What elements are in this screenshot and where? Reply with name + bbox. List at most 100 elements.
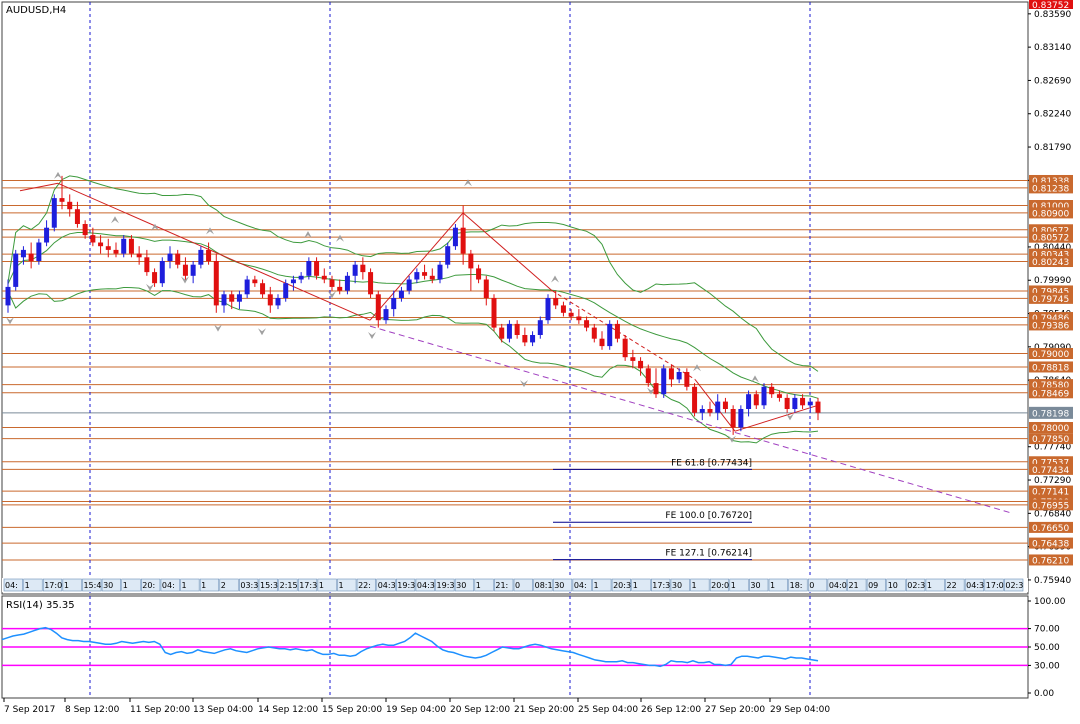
time-label: 04:00 — [829, 581, 852, 590]
candle — [391, 290, 397, 317]
candle — [468, 249, 474, 291]
candle — [483, 275, 489, 306]
level-price-label: 0.79000 — [1032, 350, 1069, 360]
time-label-box — [984, 578, 1004, 592]
level-price-label: 0.78580 — [1032, 381, 1069, 391]
level-price-box — [1029, 456, 1073, 468]
candle — [545, 294, 551, 324]
candle-body — [329, 279, 335, 287]
fractal-down-icon — [786, 413, 794, 421]
time-label: 17:30 — [299, 581, 322, 590]
candle — [337, 279, 343, 295]
upper-band — [7, 175, 819, 372]
level-price-label: 0.76438 — [1032, 540, 1069, 550]
candle-body — [668, 368, 674, 380]
candle-body — [738, 409, 744, 428]
candle-body — [82, 224, 88, 236]
candle — [506, 320, 512, 343]
time-label-box — [42, 578, 63, 592]
level-price-box — [1029, 361, 1073, 373]
time-label-box — [82, 578, 102, 592]
time-label: 30 — [554, 581, 564, 590]
time-label: 17:00 — [44, 581, 67, 590]
candle-body — [113, 249, 119, 254]
candle — [28, 242, 34, 269]
time-label-box — [239, 578, 259, 592]
candle — [491, 294, 497, 332]
candle-body — [252, 279, 258, 284]
candle-body — [522, 335, 528, 343]
zigzag-line — [19, 182, 59, 192]
price-tick-label: 0.79990 — [1034, 276, 1071, 286]
level-price-label: 0.77434 — [1032, 466, 1069, 476]
level-price-label: 0.78000 — [1032, 424, 1069, 434]
candle-body — [722, 401, 728, 409]
rsi-tick-label: 100.00 — [1034, 597, 1066, 607]
candle — [321, 268, 327, 284]
date-label: 8 Sep 12:00 — [65, 705, 120, 715]
candle — [614, 320, 620, 343]
candle-body — [36, 242, 42, 261]
candle-body — [568, 312, 574, 317]
price-tick-label: 0.75940 — [1034, 576, 1071, 586]
date-label: 14 Sep 12:00 — [258, 705, 318, 715]
candle — [20, 246, 26, 265]
price-tick-label: 0.80440 — [1034, 243, 1071, 253]
candle-body — [661, 368, 667, 395]
candle-body — [267, 294, 273, 306]
time-label: 2:15 — [280, 581, 298, 590]
candle-body — [67, 201, 73, 210]
time-label: 17:30 — [652, 581, 675, 590]
candle-body — [314, 261, 320, 276]
level-price-label: 0.77537 — [1032, 458, 1069, 468]
time-label-box — [651, 578, 671, 592]
time-label-box — [709, 578, 730, 592]
time-label-box — [788, 578, 808, 592]
time-label-box — [62, 578, 82, 592]
time-label: 19:30 — [437, 581, 460, 590]
candle — [44, 220, 50, 247]
candle-body — [298, 275, 304, 280]
candle-body — [614, 323, 620, 339]
candle-body — [144, 257, 150, 273]
level-price-box — [1029, 248, 1073, 260]
price-tick-label: 0.81790 — [1034, 143, 1071, 153]
fractal-up-icon — [336, 234, 344, 242]
candle — [67, 194, 73, 217]
time-label: 04: — [5, 581, 18, 590]
time-label: 15:30 — [260, 581, 283, 590]
date-label: 29 Sep 04:00 — [770, 705, 830, 715]
date-label: 21 Sep 20:00 — [514, 705, 574, 715]
fractal-down-icon — [647, 387, 655, 395]
candle — [591, 323, 597, 343]
level-price-label: 0.80243 — [1032, 258, 1069, 268]
candle — [645, 364, 651, 387]
time-label: 20:00 — [711, 581, 734, 590]
candle-body — [98, 242, 104, 247]
time-label: 09 — [868, 581, 878, 590]
time-label-box — [376, 578, 396, 592]
candle-body — [499, 327, 505, 339]
fractal-down-icon — [6, 317, 14, 325]
candle — [445, 242, 451, 269]
time-label-box — [180, 578, 200, 592]
candle-body — [175, 253, 181, 265]
level-price-box — [1029, 422, 1073, 433]
fractal-down-icon — [181, 276, 189, 284]
fractal-up-icon — [206, 227, 214, 235]
time-label: 1 — [64, 581, 69, 590]
time-label-box — [1004, 578, 1024, 592]
candle — [784, 394, 790, 413]
level-price-box — [1029, 312, 1073, 324]
candle-body — [190, 264, 196, 276]
candle-body — [468, 253, 474, 269]
date-label: 13 Sep 04:00 — [193, 705, 253, 715]
candle-body — [514, 323, 520, 335]
level-price-label: 0.76955 — [1032, 501, 1069, 511]
fractal-down-icon — [368, 332, 376, 339]
candle — [368, 268, 374, 298]
time-label: 08:10 — [535, 581, 558, 590]
candle — [599, 331, 605, 350]
level-price-box — [1029, 379, 1073, 391]
